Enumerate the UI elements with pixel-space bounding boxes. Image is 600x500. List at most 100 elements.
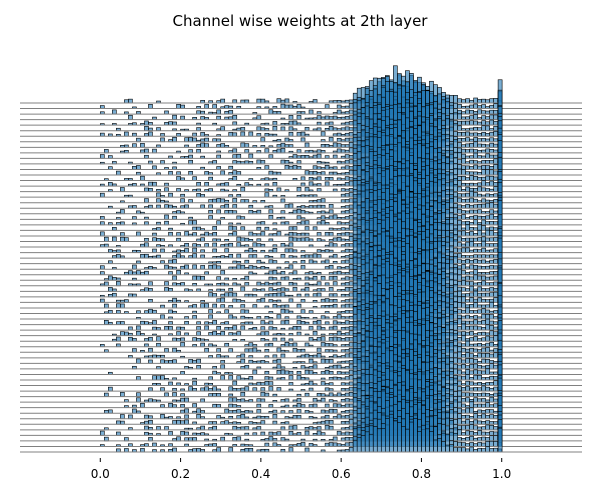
histogram-bar — [489, 226, 494, 231]
histogram-bar — [268, 170, 274, 176]
histogram-bar — [489, 237, 494, 242]
histogram-bar — [308, 358, 314, 364]
histogram-bar — [469, 424, 474, 431]
histogram-bar — [336, 270, 342, 276]
histogram-bar — [493, 186, 498, 192]
histogram-bar — [132, 264, 137, 270]
histogram-bar — [192, 220, 197, 226]
histogram-bar — [228, 225, 234, 231]
histogram-bar — [344, 403, 350, 408]
histogram-bar — [276, 292, 282, 298]
histogram-bar — [348, 347, 354, 353]
histogram-bar — [457, 98, 462, 104]
histogram-bar — [312, 253, 318, 259]
histogram-bar — [481, 358, 486, 364]
histogram-bar — [465, 120, 470, 126]
histogram-bar — [99, 192, 105, 198]
histogram-bar — [288, 104, 294, 109]
histogram-bar — [465, 293, 470, 298]
histogram-bar — [457, 224, 462, 231]
histogram-bar — [485, 221, 490, 226]
histogram-bar — [445, 444, 450, 453]
histogram-bar — [348, 352, 354, 359]
histogram-bar — [324, 343, 330, 348]
histogram-bar — [168, 381, 173, 386]
histogram-bar — [481, 398, 486, 403]
histogram-bar — [232, 198, 238, 204]
histogram-bar — [296, 104, 302, 109]
histogram-bar — [116, 170, 121, 176]
histogram-bar — [473, 237, 478, 242]
histogram-bar — [312, 226, 318, 231]
histogram-bar — [268, 287, 274, 292]
histogram-bar — [288, 298, 294, 303]
histogram-bar — [196, 193, 201, 198]
histogram-bar — [228, 314, 234, 320]
histogram-bar — [280, 242, 286, 248]
histogram-bar — [176, 436, 181, 442]
histogram-bar — [240, 142, 246, 148]
histogram-bar — [473, 369, 478, 375]
histogram-bar — [477, 398, 482, 403]
histogram-bar — [124, 437, 129, 442]
histogram-bar — [184, 419, 189, 425]
histogram-bar — [493, 259, 498, 264]
histogram-bar — [304, 187, 310, 192]
histogram-bar — [208, 314, 213, 320]
histogram-bar — [152, 237, 157, 242]
histogram-bar — [469, 209, 474, 215]
histogram-bar — [477, 326, 482, 331]
histogram-bar — [192, 247, 197, 253]
histogram-bar — [268, 215, 274, 220]
histogram-bar — [473, 315, 478, 320]
histogram-bar — [216, 220, 222, 226]
histogram-bar — [477, 437, 482, 442]
histogram-bar — [489, 202, 494, 209]
histogram-bar — [493, 164, 498, 170]
histogram-bar — [316, 254, 322, 259]
histogram-bar — [489, 149, 494, 154]
histogram-bar — [348, 115, 354, 120]
histogram-bar — [348, 192, 354, 198]
histogram-bar — [461, 230, 466, 237]
histogram-bar — [116, 336, 121, 342]
histogram-bar — [196, 275, 201, 281]
histogram-bar — [328, 420, 334, 425]
histogram-bar — [196, 226, 201, 231]
histogram-bar — [477, 282, 482, 287]
chart-title: Channel wise weights at 2th layer — [173, 12, 429, 30]
histogram-bar — [240, 264, 246, 270]
histogram-bar — [216, 326, 222, 331]
histogram-bar — [344, 259, 350, 264]
histogram-bar — [457, 230, 462, 237]
histogram-bar — [481, 308, 486, 314]
histogram-bar — [184, 204, 189, 209]
histogram-bar — [128, 336, 133, 342]
histogram-bar — [437, 438, 442, 453]
histogram-bar — [112, 109, 117, 115]
histogram-bar — [485, 335, 490, 342]
histogram-bar — [328, 408, 334, 414]
histogram-bar — [384, 418, 390, 453]
histogram-bar — [172, 347, 177, 353]
histogram-bar — [304, 430, 310, 436]
histogram-bar — [481, 198, 486, 204]
histogram-bar — [304, 353, 310, 359]
histogram-bar — [320, 342, 326, 348]
histogram-bar — [280, 103, 286, 109]
histogram-bar — [184, 431, 189, 436]
histogram-bar — [336, 337, 342, 342]
histogram-bar — [300, 137, 306, 143]
histogram-bar — [168, 192, 173, 198]
histogram-bar — [208, 204, 213, 209]
histogram-bar — [136, 376, 141, 381]
histogram-bar — [284, 137, 290, 143]
histogram-bar — [461, 193, 466, 198]
histogram-bar — [260, 326, 266, 331]
histogram-bar — [473, 336, 478, 342]
histogram-bar — [288, 281, 294, 287]
histogram-bar — [172, 392, 177, 397]
x-tick-label: 0.6 — [332, 467, 351, 481]
histogram-bar — [449, 321, 454, 331]
histogram-bar — [272, 303, 278, 309]
